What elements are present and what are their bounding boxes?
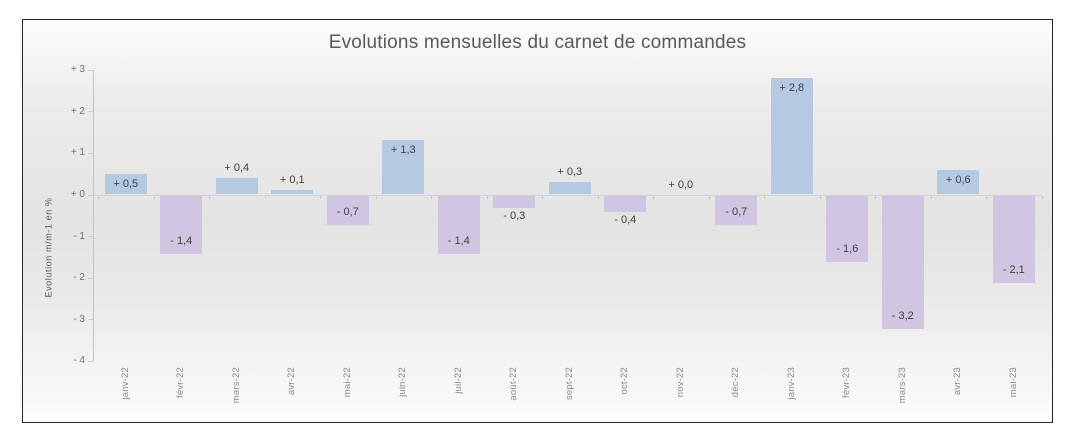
bar-févr-22 (160, 195, 203, 254)
x-axis-label-janv-23: janv-23 (785, 367, 797, 400)
y-tick-mark (88, 152, 93, 154)
y-tick-mark (88, 111, 93, 113)
bar-févr-23 (826, 195, 869, 263)
bar-oct-22 (604, 195, 647, 213)
y-tick-mark (88, 194, 93, 196)
x-axis-label-avr-22: avr-22 (286, 367, 298, 396)
category-tick-mark (98, 195, 99, 199)
bar-value-label-oct-22: - 0,4 (614, 214, 637, 227)
category-tick-mark (153, 195, 155, 199)
bar-mai-22 (326, 195, 369, 225)
x-axis-label-oct-22: oct-22 (619, 367, 631, 395)
category-tick-mark (708, 195, 710, 199)
x-axis-label-févr-22: févr-22 (175, 367, 187, 398)
category-tick-mark (597, 195, 599, 199)
y-tick-label: - 3 (73, 313, 85, 325)
bar-value-label-août-22: - 0,3 (503, 209, 526, 222)
x-axis-label-avr-23: avr-23 (952, 367, 964, 396)
y-tick-label: + 0 (70, 189, 85, 200)
chart-area: Evolutions mensuelles du carnet de comma… (22, 19, 1053, 423)
category-tick-mark (930, 195, 932, 199)
bar-avr-22 (271, 190, 314, 195)
bar-déc-22 (715, 195, 758, 225)
bar-value-label-févr-23: - 1,6 (836, 243, 859, 256)
category-tick-mark (320, 195, 321, 199)
bar-mars-23 (881, 195, 924, 329)
x-axis-label-mars-23: mars-23 (896, 367, 908, 404)
bar-value-label-sept-22: + 0,3 (557, 166, 583, 179)
x-axis-label-août-22: août-22 (508, 367, 520, 401)
bar-avr-23 (937, 169, 980, 195)
category-tick-mark (653, 195, 654, 199)
category-axis-line (93, 194, 1042, 196)
category-tick-mark (1041, 195, 1043, 199)
bar-value-label-nov-22: + 0,0 (668, 178, 694, 191)
x-axis-label-déc-22: déc-22 (730, 367, 742, 398)
x-axis-label-janv-22: janv-22 (119, 367, 131, 400)
bar-value-label-déc-22: - 0,7 (725, 205, 748, 218)
bar-value-label-janv-22: + 0,5 (113, 177, 139, 190)
category-tick-mark (431, 195, 432, 199)
x-axis-label-févr-23: févr-23 (841, 367, 853, 398)
category-tick-mark (486, 195, 488, 199)
bar-sept-22 (548, 182, 591, 195)
bar-juin-22 (382, 140, 425, 195)
x-axis-label-mai-23: mai-23 (1007, 367, 1019, 398)
chart-title: Evolutions mensuelles du carnet de comma… (328, 32, 747, 53)
bar-value-label-avr-22: + 0,1 (279, 174, 305, 187)
bar-mars-22 (215, 177, 258, 195)
y-tick-mark (88, 277, 93, 279)
bar-janv-23 (770, 78, 813, 195)
x-axis-label-sept-22: sept-22 (563, 367, 575, 401)
x-axis-label-juil-22: juil-22 (452, 367, 464, 394)
category-tick-mark (764, 195, 765, 199)
y-tick-label: + 1 (70, 147, 85, 159)
y-tick-label: - 1 (73, 230, 85, 242)
category-tick-mark (209, 195, 210, 199)
bar-mai-23 (992, 195, 1035, 283)
value-axis-line (93, 69, 94, 361)
bar-value-label-janv-23: + 2,8 (779, 82, 805, 95)
category-tick-mark (542, 195, 543, 199)
y-tick-mark (88, 69, 93, 71)
bar-janv-22 (104, 173, 147, 195)
category-tick-mark (264, 195, 266, 199)
bar-value-label-avr-23: + 0,6 (945, 173, 971, 186)
bar-value-label-mars-23: - 3,2 (891, 309, 914, 322)
y-tick-mark (88, 319, 93, 321)
bar-août-22 (493, 195, 536, 208)
x-axis-label-nov-22: nov-22 (674, 367, 686, 398)
x-axis-label-mai-22: mai-22 (341, 367, 353, 398)
bar-value-label-févr-22: - 1,4 (170, 234, 193, 247)
bar-value-label-juil-22: - 1,4 (447, 234, 470, 247)
bar-juil-22 (437, 195, 480, 254)
bar-value-label-juin-22: + 1,3 (390, 144, 416, 157)
bar-value-label-mai-22: - 0,7 (336, 205, 359, 218)
x-axis-label-mars-22: mars-22 (230, 367, 242, 404)
y-tick-label: + 3 (70, 64, 85, 76)
y-tick-label: - 2 (73, 272, 85, 284)
bar-value-label-mai-23: - 2,1 (1002, 263, 1025, 276)
x-axis-label-juin-22: juin-22 (397, 367, 409, 397)
y-tick-label: - 4 (73, 355, 85, 367)
y-tick-label: + 2 (70, 105, 85, 117)
y-tick-mark (88, 360, 93, 362)
category-tick-mark (986, 195, 987, 199)
bar-value-label-mars-22: + 0,4 (224, 161, 250, 174)
y-tick-mark (88, 236, 93, 238)
category-tick-mark (875, 195, 876, 199)
category-tick-mark (819, 195, 821, 199)
category-tick-mark (375, 195, 377, 199)
